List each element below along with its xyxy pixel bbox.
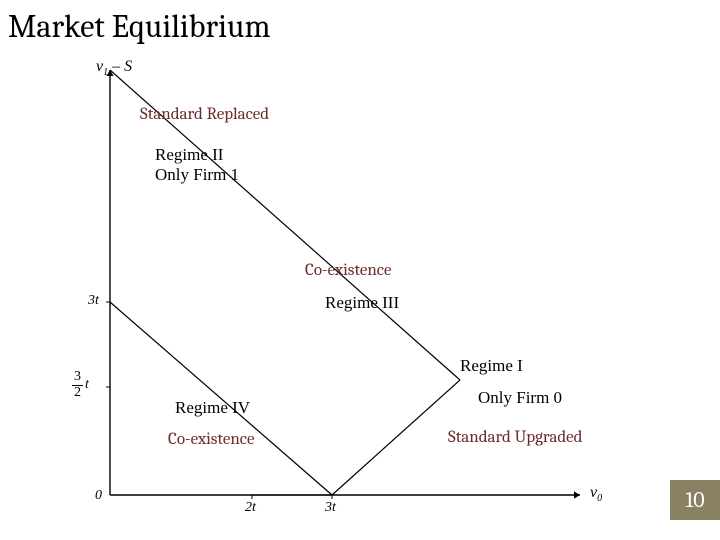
x-tick-3t: 3t	[325, 500, 336, 516]
label-regime-iii: Regime III	[325, 293, 399, 313]
label-standard-replaced: Standard Replaced	[140, 105, 269, 124]
x-axis-label: v0	[590, 484, 602, 504]
label-only-firm-0: Only Firm 0	[478, 388, 562, 408]
slide: Market Equilibrium v1 – S v0 3t 0 32t 2t…	[0, 0, 720, 540]
label-coexistence-top: Co-existence	[305, 261, 391, 280]
page-number-box: 10	[670, 480, 720, 520]
label-standard-upgraded: Standard Upgraded	[448, 428, 583, 447]
y-tick-threehalf-t: 32t	[72, 370, 89, 400]
x-tick-2t: 2t	[245, 500, 256, 516]
origin-label: 0	[95, 488, 102, 504]
label-regime-ii: Regime II	[155, 145, 223, 165]
label-coexistence-bottom: Co-existence	[168, 430, 254, 449]
y-axis-label: v1 – S	[96, 58, 132, 78]
label-only-firm-1: Only Firm 1	[155, 165, 239, 185]
label-regime-i: Regime I	[460, 356, 523, 376]
label-regime-iv: Regime IV	[175, 398, 250, 418]
page-number: 10	[685, 487, 704, 513]
y-tick-3t: 3t	[88, 293, 99, 309]
